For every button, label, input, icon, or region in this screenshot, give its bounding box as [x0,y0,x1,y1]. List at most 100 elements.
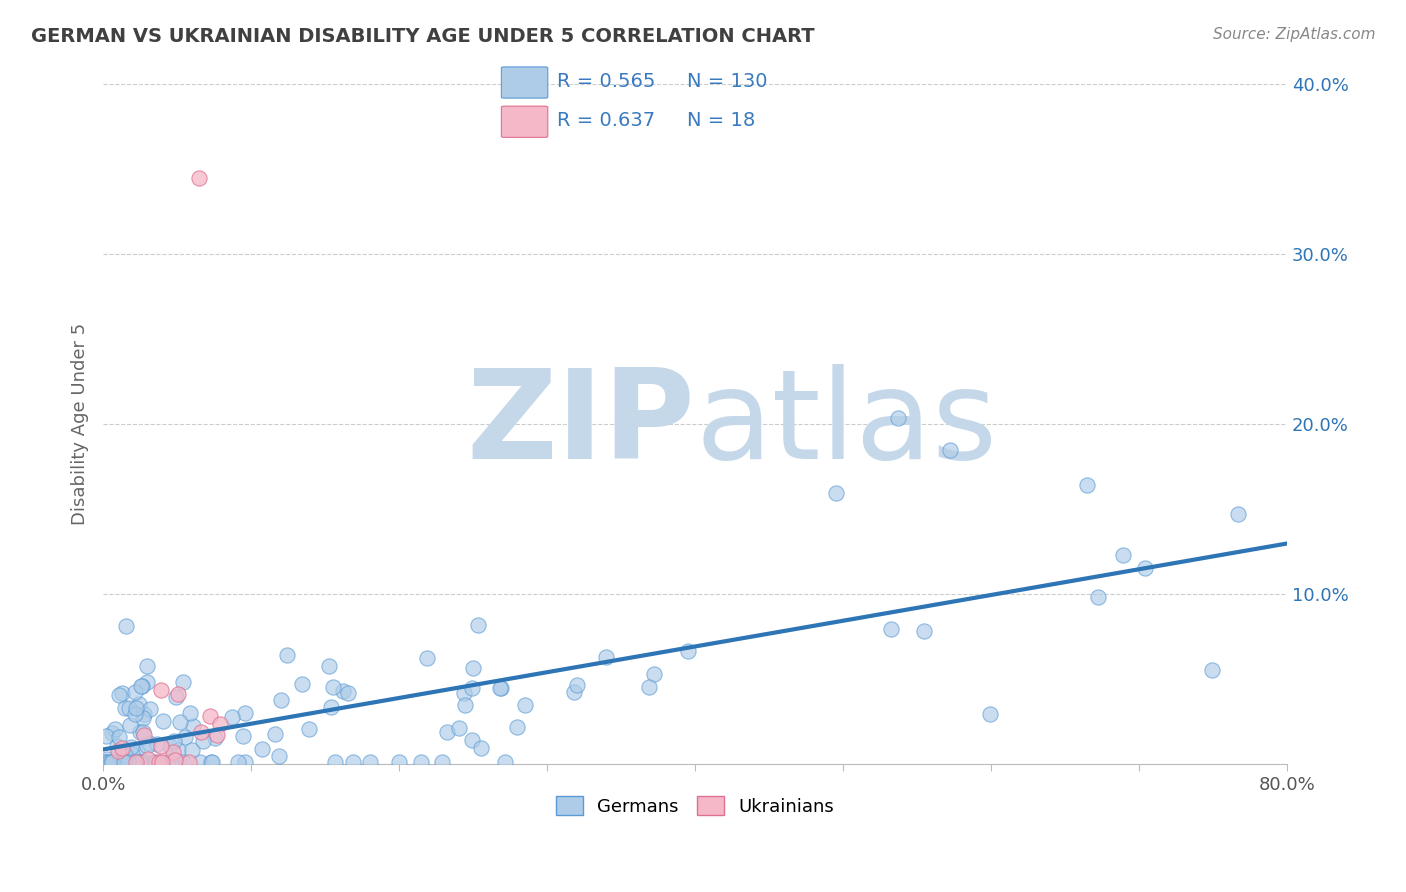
Point [131,725,153,739]
Point [1076,477,1098,491]
Point [322,680,344,694]
Point [643,667,665,681]
Point [107,744,129,758]
Point [494,755,516,769]
Point [132,728,155,742]
Point [128,755,150,769]
Point [101,755,124,769]
Text: R = 0.565: R = 0.565 [557,72,655,91]
Point [157,755,180,769]
Text: atlas: atlas [695,364,997,484]
Point [120,755,142,769]
Point [125,755,148,769]
Point [221,709,243,723]
Point [134,706,156,721]
Point [290,677,312,691]
Y-axis label: Disability Age Under 5: Disability Age Under 5 [72,323,89,525]
Point [165,753,187,767]
Point [887,411,910,425]
Point [136,659,159,673]
Point [342,755,364,769]
Point [120,718,142,732]
Point [513,698,536,712]
Point [97,755,120,769]
Point [454,698,477,712]
FancyBboxPatch shape [502,106,548,137]
Point [201,755,224,769]
Point [436,725,458,739]
Point [190,725,212,739]
Point [179,755,201,769]
Point [131,679,153,693]
Point [1201,663,1223,677]
Text: R = 0.637: R = 0.637 [557,112,655,130]
Point [505,720,527,734]
Point [1112,548,1135,562]
Point [409,755,432,769]
Point [912,624,935,638]
Point [463,661,485,675]
Text: Source: ZipAtlas.com: Source: ZipAtlas.com [1212,27,1375,42]
Point [181,719,204,733]
Point [461,733,484,747]
Point [167,687,190,701]
Point [96,752,118,766]
Point [146,737,169,751]
Point [129,679,152,693]
Point [489,681,512,695]
Legend: Germans, Ukrainians: Germans, Ukrainians [548,789,842,822]
Point [124,684,146,698]
Point [124,755,146,769]
Text: GERMAN VS UKRAINIAN DISABILITY AGE UNDER 5 CORRELATION CHART: GERMAN VS UKRAINIAN DISABILITY AGE UNDER… [31,27,814,45]
Point [104,722,127,736]
Point [269,749,291,764]
Point [200,755,222,769]
Point [939,442,962,457]
Point [204,731,226,746]
Point [112,755,135,769]
Point [114,747,136,762]
Point [108,730,131,744]
Point [105,755,128,769]
Point [162,745,184,759]
Point [228,755,250,769]
Point [298,722,321,736]
Point [96,755,118,769]
Point [160,755,183,769]
Point [179,706,201,720]
Text: ZIP: ZIP [467,364,695,484]
Point [114,755,136,769]
Point [115,618,138,632]
Point [388,755,411,769]
Point [1087,590,1109,604]
Point [163,733,186,747]
Point [132,711,155,725]
Point [97,755,120,769]
Point [447,722,470,736]
Point [136,751,159,765]
Point [565,677,588,691]
Point [332,684,354,698]
Point [1227,507,1250,521]
Point [1135,561,1157,575]
Point [169,715,191,730]
Text: N = 130: N = 130 [688,72,768,91]
Point [149,682,172,697]
Point [138,736,160,750]
Point [336,686,359,700]
Point [470,741,492,756]
Point [825,485,848,500]
Point [264,727,287,741]
Point [152,714,174,729]
Point [148,755,170,769]
Point [150,739,173,754]
Point [100,726,122,740]
Point [880,622,903,636]
Point [155,755,177,769]
Point [165,690,187,704]
Point [270,693,292,707]
Point [129,725,152,739]
Point [136,739,159,753]
Point [250,742,273,756]
Point [461,681,484,695]
